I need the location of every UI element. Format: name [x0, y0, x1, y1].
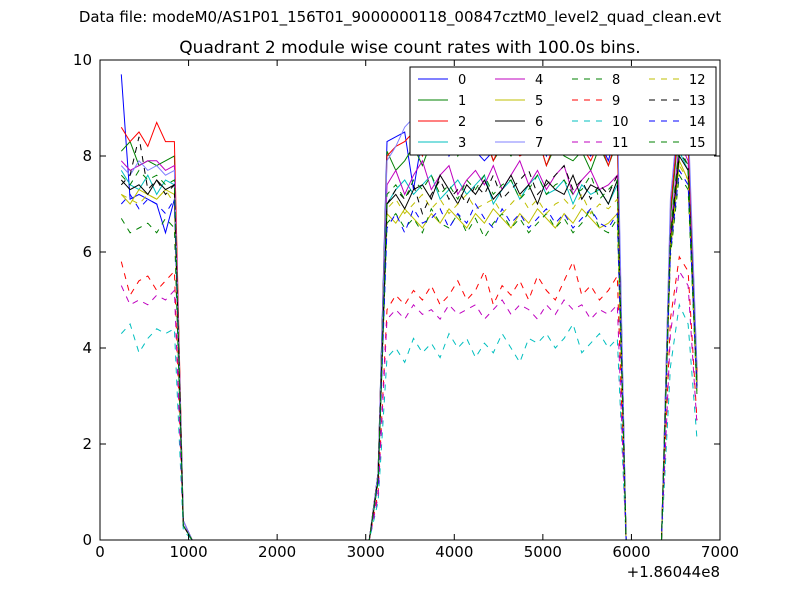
series-line-7 — [120, 97, 698, 540]
series-line-14 — [120, 168, 698, 540]
series-line-11 — [120, 269, 698, 540]
chart-title: Quadrant 2 module wise count rates with … — [179, 38, 640, 58]
y-tick-label: 2 — [82, 435, 92, 453]
series-line-10 — [120, 303, 698, 540]
series-line-9 — [120, 255, 698, 540]
legend-label-4: 4 — [535, 73, 543, 88]
legend-label-9: 9 — [612, 94, 620, 109]
x-tick-label: 2000 — [258, 543, 296, 561]
series-line-4 — [120, 139, 698, 540]
y-tick-label: 4 — [82, 339, 92, 357]
legend-label-11: 11 — [612, 136, 629, 151]
series-line-15 — [120, 144, 698, 540]
series-line-13 — [120, 136, 698, 540]
x-tick-label: 5000 — [524, 543, 562, 561]
y-tick-label: 8 — [82, 147, 92, 165]
x-tick-label: 4000 — [435, 543, 473, 561]
legend-label-0: 0 — [458, 73, 466, 88]
y-tick-label: 6 — [82, 243, 92, 261]
series-line-8 — [120, 173, 698, 540]
legend-label-3: 3 — [458, 136, 466, 151]
x-offset-label: +1.86044e8 — [627, 563, 720, 581]
legend-label-10: 10 — [612, 115, 629, 130]
y-tick-label: 0 — [82, 531, 92, 549]
legend-label-12: 12 — [689, 73, 706, 88]
legend-label-2: 2 — [458, 115, 466, 130]
legend-label-14: 14 — [689, 115, 706, 130]
x-tick-label: 3000 — [347, 543, 385, 561]
figure-suptitle: Data file: modeM0/AS1P01_156T01_90000001… — [78, 8, 722, 26]
legend-label-15: 15 — [689, 136, 706, 151]
y-tick-label: 10 — [73, 51, 92, 69]
series-line-12 — [121, 164, 698, 540]
x-tick-label: 0 — [95, 543, 105, 561]
legend-label-7: 7 — [535, 136, 543, 151]
x-tick-label: 7000 — [701, 543, 739, 561]
x-tick-label: 1000 — [169, 543, 207, 561]
legend-label-6: 6 — [535, 115, 543, 130]
series-line-2 — [120, 115, 698, 540]
legend-label-5: 5 — [535, 94, 543, 109]
legend-box — [409, 66, 717, 156]
legend-label-8: 8 — [612, 73, 620, 88]
x-tick-label: 6000 — [612, 543, 650, 561]
legend-label-1: 1 — [458, 94, 466, 109]
axes-frame — [99, 59, 721, 541]
legend-label-13: 13 — [689, 94, 706, 109]
